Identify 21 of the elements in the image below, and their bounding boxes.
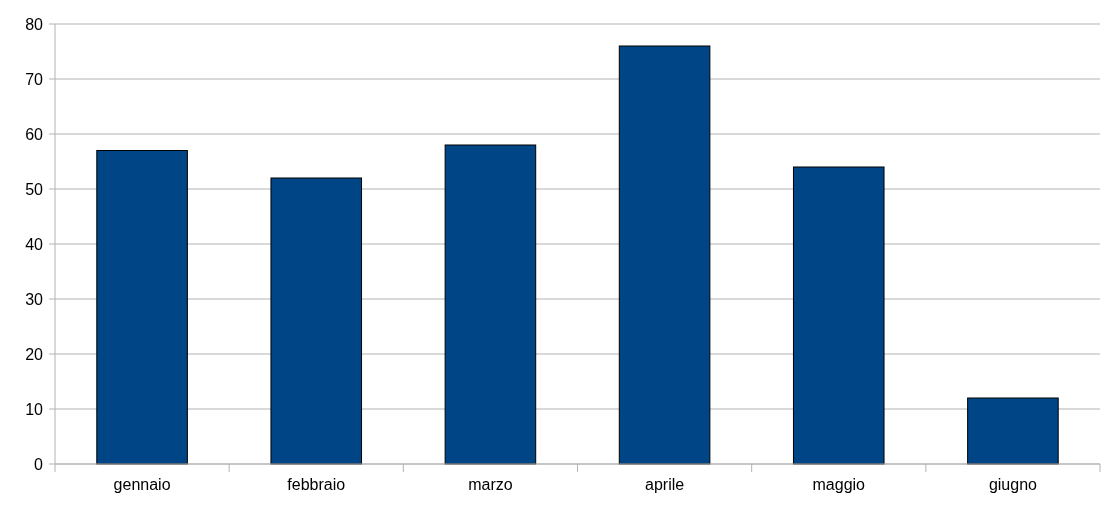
bar <box>618 45 711 465</box>
bar <box>270 177 363 465</box>
y-tick-label: 60 <box>25 125 44 143</box>
y-tick-label: 40 <box>25 235 44 253</box>
y-tick-label: 10 <box>25 400 44 418</box>
bar <box>96 150 188 465</box>
x-tick-label: marzo <box>468 476 513 493</box>
bar <box>967 397 1059 465</box>
x-tick-label: aprile <box>645 476 685 493</box>
y-tick-label: 50 <box>25 180 44 198</box>
x-tick-label: giugno <box>988 476 1038 493</box>
y-tick-label: 70 <box>25 70 44 88</box>
x-tick-label: febbraio <box>287 476 346 493</box>
bar <box>444 144 537 465</box>
y-tick-label: 0 <box>34 455 44 473</box>
x-tick-label: gennaio <box>113 476 171 493</box>
x-tick-label: maggio <box>812 476 866 493</box>
y-tick-label: 80 <box>25 15 44 33</box>
y-tick-label: 20 <box>25 345 44 363</box>
y-tick-label: 30 <box>25 290 44 308</box>
bar <box>792 166 885 465</box>
